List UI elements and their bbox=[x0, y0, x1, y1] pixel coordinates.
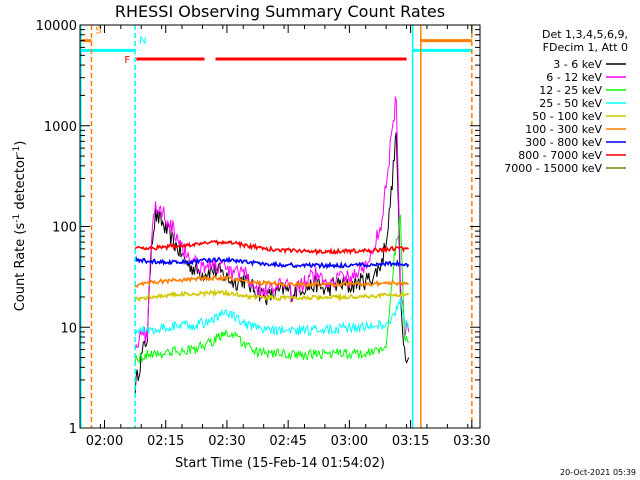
legend-header-line-1: Det 1,3,4,5,6,9, bbox=[542, 28, 628, 41]
legend: Det 1,3,4,5,6,9, FDecim 1, Att 0 3 - 6 k… bbox=[504, 28, 628, 175]
y-axis-label-sup1: -1 bbox=[12, 214, 22, 223]
x-tick-label-6: 03:15 bbox=[392, 434, 429, 449]
legend-label-2: 6 - 12 keV bbox=[546, 71, 602, 84]
legend-label-5: 50 - 100 keV bbox=[532, 110, 602, 123]
series-line-4 bbox=[134, 297, 410, 337]
y-tick-label-4: 1000 bbox=[44, 120, 77, 135]
flag-label-F: F bbox=[124, 55, 130, 66]
series-line-5 bbox=[134, 288, 410, 303]
series-line-6 bbox=[134, 273, 409, 290]
legend-label-9: 7000 - 15000 keV bbox=[504, 162, 602, 175]
x-tick-label-4: 02:45 bbox=[269, 434, 306, 449]
flag-layer: S NF bbox=[80, 26, 472, 66]
legend-label-3: 12 - 25 keV bbox=[539, 84, 602, 97]
y-tick-label-3: 100 bbox=[52, 221, 77, 236]
x-tick-label-1: 02:00 bbox=[86, 434, 123, 449]
x-tick-label-5: 03:00 bbox=[331, 434, 368, 449]
x-tick-label-3: 02:30 bbox=[208, 434, 245, 449]
series-line-8 bbox=[134, 239, 410, 256]
y-axis-label-part3: ) bbox=[13, 141, 28, 146]
x-axis-label: Start Time (15-Feb-14 01:54:02) bbox=[175, 456, 385, 471]
series-line-7 bbox=[134, 255, 410, 270]
y-axis-label-part2: detector bbox=[13, 154, 28, 214]
legend-label-7: 300 - 800 keV bbox=[525, 136, 602, 149]
legend-label-6: 100 - 300 keV bbox=[525, 123, 602, 136]
legend-label-8: 800 - 7000 keV bbox=[518, 149, 602, 162]
series-line-3 bbox=[134, 214, 410, 364]
y-tick-label-1: 1 bbox=[69, 422, 77, 437]
y-axis-label-sup2: -1 bbox=[12, 146, 22, 155]
flag-label-S: S bbox=[95, 26, 101, 37]
flag-label-N: N bbox=[139, 35, 146, 46]
legend-label-1: 3 - 6 keV bbox=[553, 58, 602, 71]
y-tick-label-2: 10 bbox=[60, 321, 77, 336]
y-axis-label-part1: Count Rate (s bbox=[13, 223, 28, 312]
vline-layer bbox=[80, 25, 473, 428]
y-axis-ticks: 1 10 100 1000 10000 bbox=[36, 19, 480, 437]
x-tick-label-2: 02:15 bbox=[147, 434, 184, 449]
y-axis-label: Count Rate (s-1 detector-1) bbox=[12, 141, 28, 312]
x-tick-label-7: 03:30 bbox=[453, 434, 490, 449]
footer-date: 20-Oct-2021 05:39 bbox=[560, 468, 636, 477]
x-axis-ticks: 02:00 02:15 02:30 02:45 03:00 03:15 03:30 bbox=[79, 25, 491, 449]
series-layer bbox=[134, 96, 410, 396]
series-line-2 bbox=[134, 96, 410, 351]
legend-header-line-2: FDecim 1, Att 0 bbox=[543, 41, 628, 54]
chart-title: RHESSI Observing Summary Count Rates bbox=[115, 2, 445, 21]
legend-label-4: 25 - 50 keV bbox=[539, 97, 602, 110]
y-tick-label-5: 10000 bbox=[36, 19, 77, 34]
